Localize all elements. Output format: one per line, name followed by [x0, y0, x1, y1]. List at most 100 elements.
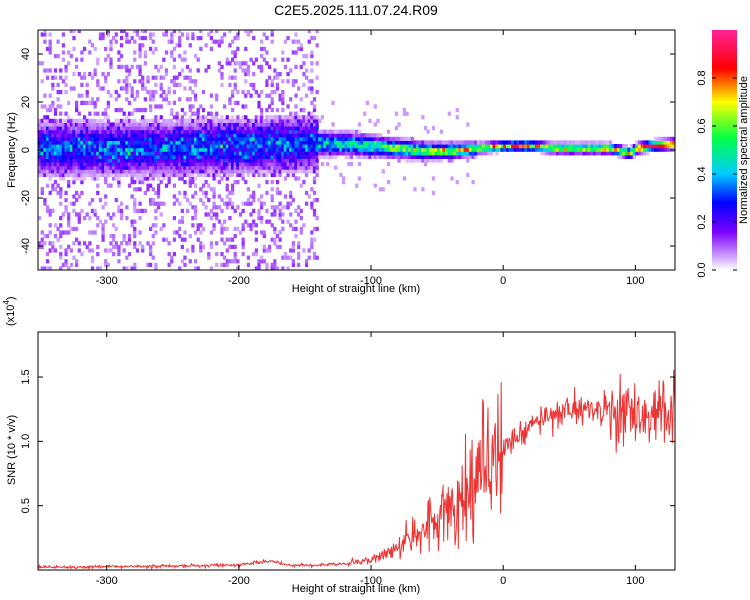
- spectrogram-cell: [56, 154, 60, 159]
- spectrogram-cell: [439, 151, 444, 156]
- spectrogram-cell: [312, 180, 317, 185]
- spectrogram-cell: [178, 133, 182, 138]
- spectrogram-cell: [275, 108, 280, 113]
- spectrogram-cell: [51, 100, 55, 105]
- spectrogram-cell: [236, 226, 240, 231]
- spectrogram-cell: [260, 46, 264, 51]
- spectrogram-cell: [270, 198, 274, 203]
- spectrogram-cell: [106, 133, 110, 138]
- spectrogram-cell: [291, 118, 295, 123]
- spectrogram-cell: [659, 147, 663, 152]
- spectrogram-cell: [93, 158, 97, 163]
- spectrogram-cell: [228, 244, 232, 249]
- spectrogram-cell: [270, 262, 274, 267]
- spectrogram-cell: [151, 118, 155, 123]
- spectrogram-cell: [159, 154, 163, 159]
- spectrogram-cell: [127, 172, 132, 177]
- spectrogram-cell: [125, 154, 129, 159]
- spectrogram-cell: [133, 226, 137, 231]
- spectrogram-cell: [117, 126, 121, 131]
- spectrogram-cell: [492, 140, 496, 145]
- spectrogram-cell: [77, 129, 81, 134]
- spectrogram-cell: [212, 190, 216, 195]
- spectrogram-cell: [201, 136, 206, 141]
- spectrogram-cell: [38, 133, 42, 138]
- spectrogram-cell: [141, 36, 145, 41]
- spectrogram-cell: [315, 43, 319, 48]
- spectrogram-cell: [141, 122, 145, 127]
- spectrogram-cell: [43, 198, 47, 203]
- spectrogram-cell: [389, 147, 393, 152]
- spectrogram-cell: [59, 75, 63, 80]
- spectrogram-cell: [244, 126, 248, 131]
- spectrogram-cell: [236, 266, 240, 270]
- spectrogram-cell: [64, 172, 68, 177]
- spectrogram-cell: [421, 151, 425, 156]
- spectrogram-cell: [397, 140, 401, 145]
- spectrogram-cell: [244, 158, 248, 163]
- spectrogram-cell: [455, 147, 459, 152]
- spectrogram-cell: [212, 154, 216, 159]
- spectrogram-cell: [53, 111, 58, 116]
- spectrogram-cell: [154, 151, 158, 156]
- spectrogram-cell: [661, 140, 666, 145]
- spectrogram-cell: [238, 144, 243, 149]
- spectrogram-cell: [291, 248, 295, 253]
- spectrogram-cell: [252, 252, 256, 257]
- bottom-y-tick-label: 1.5: [20, 369, 32, 384]
- spectrogram-cell: [640, 147, 644, 152]
- spectrogram-cell: [122, 165, 126, 170]
- spectrogram-cell: [357, 144, 362, 149]
- spectrogram-cell: [82, 147, 87, 152]
- spectrogram-cell: [109, 172, 113, 177]
- spectrogram-cell: [133, 79, 137, 84]
- spectrogram-cell: [138, 126, 142, 131]
- spectrogram-cell: [265, 248, 269, 253]
- spectrogram-cell: [260, 158, 264, 163]
- spectrogram-cell: [632, 144, 636, 149]
- spectrogram-cell: [598, 140, 602, 145]
- spectrogram-cell: [262, 118, 266, 123]
- spectrogram-cell: [466, 144, 470, 149]
- spectrogram-cell: [228, 151, 232, 156]
- spectrogram-cell: [125, 97, 129, 102]
- spectrogram-cell: [312, 198, 317, 203]
- spectrogram-cell: [230, 118, 235, 123]
- spectrogram-cell: [48, 108, 52, 113]
- spectrogram-cell: [67, 151, 71, 156]
- spectrogram-cell: [151, 234, 155, 239]
- spectrogram-cell: [355, 147, 359, 152]
- spectrogram-cell: [307, 111, 311, 116]
- spectrogram-cell: [106, 72, 110, 77]
- spectrogram-cell: [225, 144, 229, 149]
- spectrogram-cell: [262, 147, 266, 152]
- spectrogram-cell: [138, 201, 142, 206]
- spectrogram-cell: [180, 172, 184, 177]
- spectrogram-cell: [294, 226, 298, 231]
- spectrogram-cell: [212, 122, 216, 127]
- spectrogram-cell: [69, 226, 73, 231]
- spectrogram-cell: [199, 223, 203, 228]
- spectrogram-cell: [516, 144, 520, 149]
- spectrogram-cell: [196, 68, 200, 73]
- spectrogram-cell: [238, 154, 243, 159]
- spectrogram-cell: [204, 180, 208, 185]
- spectrogram-cell: [209, 147, 214, 152]
- spectrogram-cell: [283, 64, 288, 69]
- spectrogram-cell: [421, 187, 425, 192]
- spectrogram-cell: [104, 169, 108, 174]
- spectrogram-cell: [283, 39, 288, 44]
- spectrogram-cell: [648, 144, 652, 149]
- spectrogram-cell: [85, 162, 89, 167]
- spectrogram-cell: [178, 30, 182, 33]
- spectrogram-cell: [278, 165, 282, 170]
- spectrogram-cell: [273, 122, 277, 127]
- spectrogram-cell: [297, 169, 301, 174]
- spectrogram-cell: [154, 208, 158, 213]
- spectrogram-cell: [209, 133, 214, 138]
- spectrogram-cell: [410, 140, 414, 145]
- spectrogram-cell: [172, 201, 177, 206]
- spectrogram-cell: [149, 165, 153, 170]
- spectrogram-cell: [138, 165, 142, 170]
- spectrogram-cell: [471, 180, 475, 185]
